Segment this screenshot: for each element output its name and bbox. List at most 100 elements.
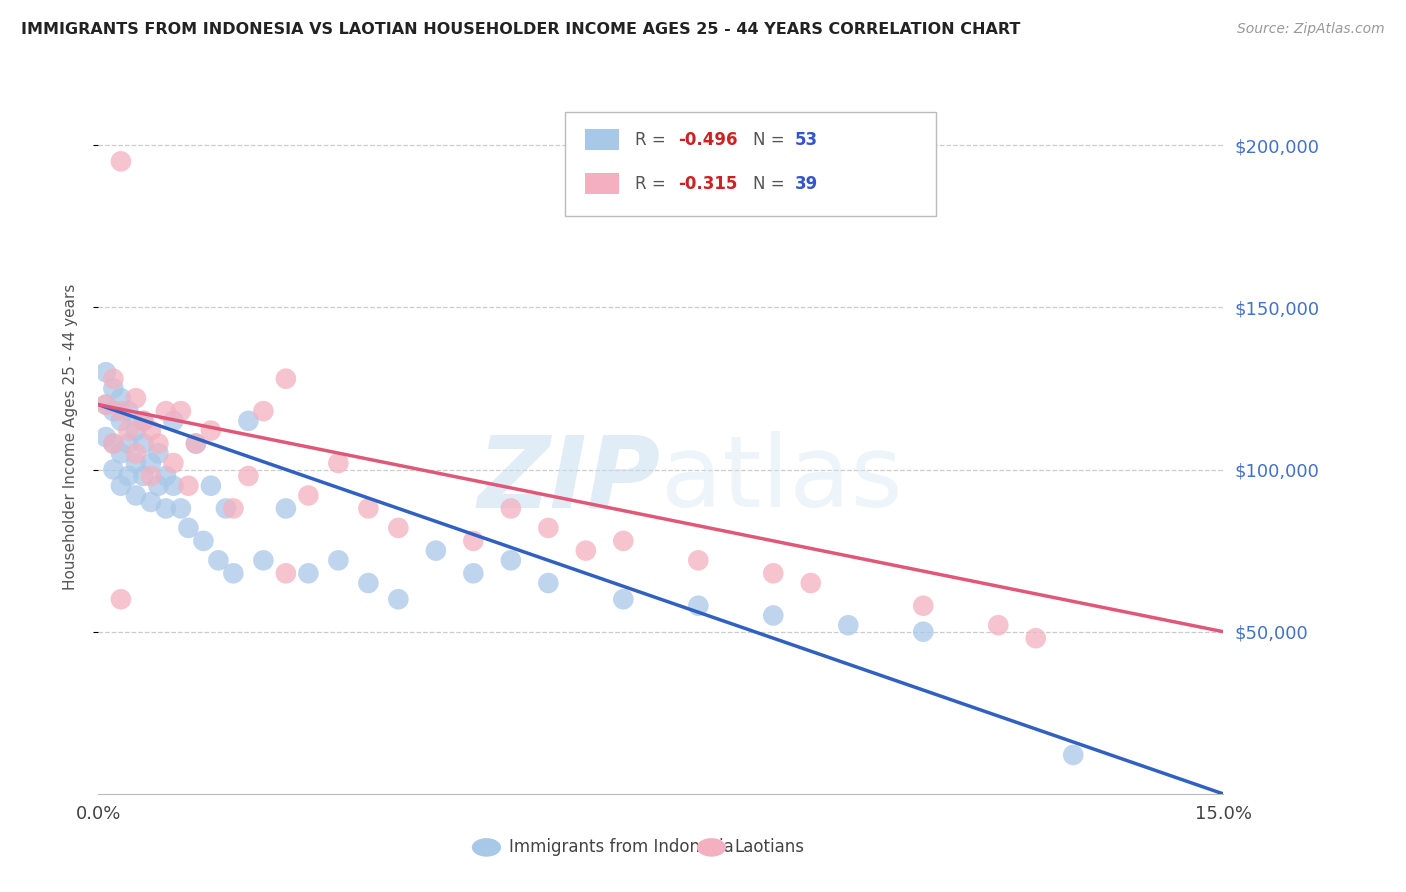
Point bbox=[193, 533, 215, 548]
Point bbox=[125, 446, 148, 460]
Point bbox=[148, 436, 170, 450]
Point bbox=[297, 566, 319, 581]
Point bbox=[110, 404, 132, 418]
Text: Laotians: Laotians bbox=[734, 838, 804, 856]
Point bbox=[425, 543, 447, 558]
Point bbox=[170, 501, 193, 516]
FancyBboxPatch shape bbox=[585, 128, 619, 150]
Text: 53: 53 bbox=[794, 130, 818, 148]
Point bbox=[537, 521, 560, 535]
Point bbox=[274, 566, 297, 581]
Point bbox=[103, 462, 125, 476]
Point bbox=[132, 436, 155, 450]
Point bbox=[117, 424, 139, 438]
Point bbox=[837, 618, 859, 632]
Text: -0.315: -0.315 bbox=[678, 175, 737, 193]
Point bbox=[688, 553, 710, 567]
Point bbox=[1025, 631, 1047, 645]
Point bbox=[132, 469, 155, 483]
Point bbox=[170, 404, 193, 418]
Point bbox=[103, 436, 125, 450]
Point bbox=[463, 566, 485, 581]
Point bbox=[155, 469, 177, 483]
Text: -0.496: -0.496 bbox=[678, 130, 737, 148]
Point bbox=[177, 479, 200, 493]
Text: atlas: atlas bbox=[661, 432, 903, 528]
Point bbox=[238, 469, 260, 483]
Text: R =: R = bbox=[636, 130, 671, 148]
Point bbox=[110, 414, 132, 428]
Text: Immigrants from Indonesia: Immigrants from Indonesia bbox=[509, 838, 734, 856]
Point bbox=[575, 543, 598, 558]
Point bbox=[125, 424, 148, 438]
Point bbox=[215, 501, 238, 516]
Point bbox=[148, 479, 170, 493]
Point bbox=[222, 566, 245, 581]
Point bbox=[184, 436, 207, 450]
Point bbox=[762, 566, 785, 581]
Point bbox=[125, 456, 148, 470]
Point bbox=[177, 521, 200, 535]
Point bbox=[222, 501, 245, 516]
FancyBboxPatch shape bbox=[585, 173, 619, 194]
Point bbox=[132, 414, 155, 428]
Point bbox=[103, 404, 125, 418]
Point bbox=[162, 479, 184, 493]
Point bbox=[94, 398, 117, 412]
Point bbox=[800, 576, 823, 591]
Point bbox=[357, 576, 380, 591]
FancyBboxPatch shape bbox=[565, 112, 936, 216]
Point bbox=[139, 495, 162, 509]
Circle shape bbox=[472, 838, 501, 856]
Point bbox=[117, 436, 139, 450]
Point bbox=[688, 599, 710, 613]
Point bbox=[1062, 747, 1084, 762]
Point bbox=[463, 533, 485, 548]
Point bbox=[94, 430, 117, 444]
Point bbox=[155, 501, 177, 516]
Text: ZIP: ZIP bbox=[478, 432, 661, 528]
Point bbox=[139, 456, 162, 470]
Point bbox=[387, 592, 409, 607]
Point bbox=[162, 456, 184, 470]
Point bbox=[148, 446, 170, 460]
Point bbox=[117, 469, 139, 483]
Text: Source: ZipAtlas.com: Source: ZipAtlas.com bbox=[1237, 22, 1385, 37]
Point bbox=[912, 599, 935, 613]
Circle shape bbox=[697, 838, 725, 856]
Text: 39: 39 bbox=[794, 175, 818, 193]
Point bbox=[387, 521, 409, 535]
Point bbox=[103, 381, 125, 395]
Point bbox=[274, 501, 297, 516]
Point bbox=[252, 553, 274, 567]
Point bbox=[537, 576, 560, 591]
Point bbox=[110, 592, 132, 607]
Point bbox=[132, 414, 155, 428]
Point bbox=[762, 608, 785, 623]
Point bbox=[139, 469, 162, 483]
Point bbox=[499, 553, 522, 567]
Point bbox=[125, 391, 148, 405]
Point bbox=[125, 488, 148, 502]
Point bbox=[103, 372, 125, 386]
Point bbox=[252, 404, 274, 418]
Point bbox=[110, 446, 132, 460]
Point bbox=[612, 533, 634, 548]
Text: IMMIGRANTS FROM INDONESIA VS LAOTIAN HOUSEHOLDER INCOME AGES 25 - 44 YEARS CORRE: IMMIGRANTS FROM INDONESIA VS LAOTIAN HOU… bbox=[21, 22, 1021, 37]
Point bbox=[207, 553, 229, 567]
Point bbox=[200, 424, 222, 438]
Text: R =: R = bbox=[636, 175, 671, 193]
Point bbox=[912, 624, 935, 639]
Point bbox=[110, 479, 132, 493]
Y-axis label: Householder Income Ages 25 - 44 years: Householder Income Ages 25 - 44 years bbox=[63, 284, 77, 591]
Point bbox=[200, 479, 222, 493]
Point bbox=[117, 404, 139, 418]
Point bbox=[297, 488, 319, 502]
Point bbox=[357, 501, 380, 516]
Point bbox=[328, 553, 350, 567]
Point bbox=[139, 424, 162, 438]
Point bbox=[110, 391, 132, 405]
Point bbox=[110, 154, 132, 169]
Point bbox=[328, 456, 350, 470]
Point bbox=[94, 398, 117, 412]
